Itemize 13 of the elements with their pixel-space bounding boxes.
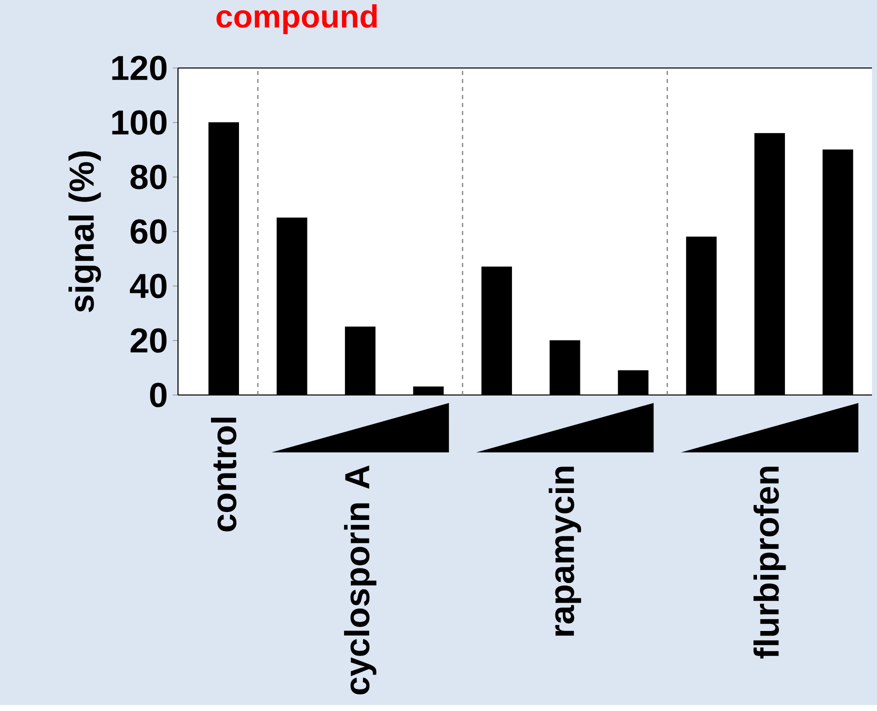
y-tick-label: 0 xyxy=(150,382,167,408)
y-tick-label: 80 xyxy=(130,164,167,190)
y-tick-label: 120 xyxy=(112,56,167,80)
x-tick-label: cyclosporin A xyxy=(344,465,376,694)
y-axis-title: signal (%) xyxy=(68,151,101,312)
chart-title: compound xyxy=(216,4,377,34)
x-tick-label: rapamycin xyxy=(548,466,582,636)
x-tick-label: control xyxy=(211,418,236,532)
y-tick-label: 40 xyxy=(130,274,167,298)
y-tick-label: 100 xyxy=(112,110,167,135)
x-tick-label: flurbiprofen xyxy=(753,466,786,658)
y-tick-label: 60 xyxy=(130,219,167,244)
y-tick-label: 20 xyxy=(130,328,167,353)
